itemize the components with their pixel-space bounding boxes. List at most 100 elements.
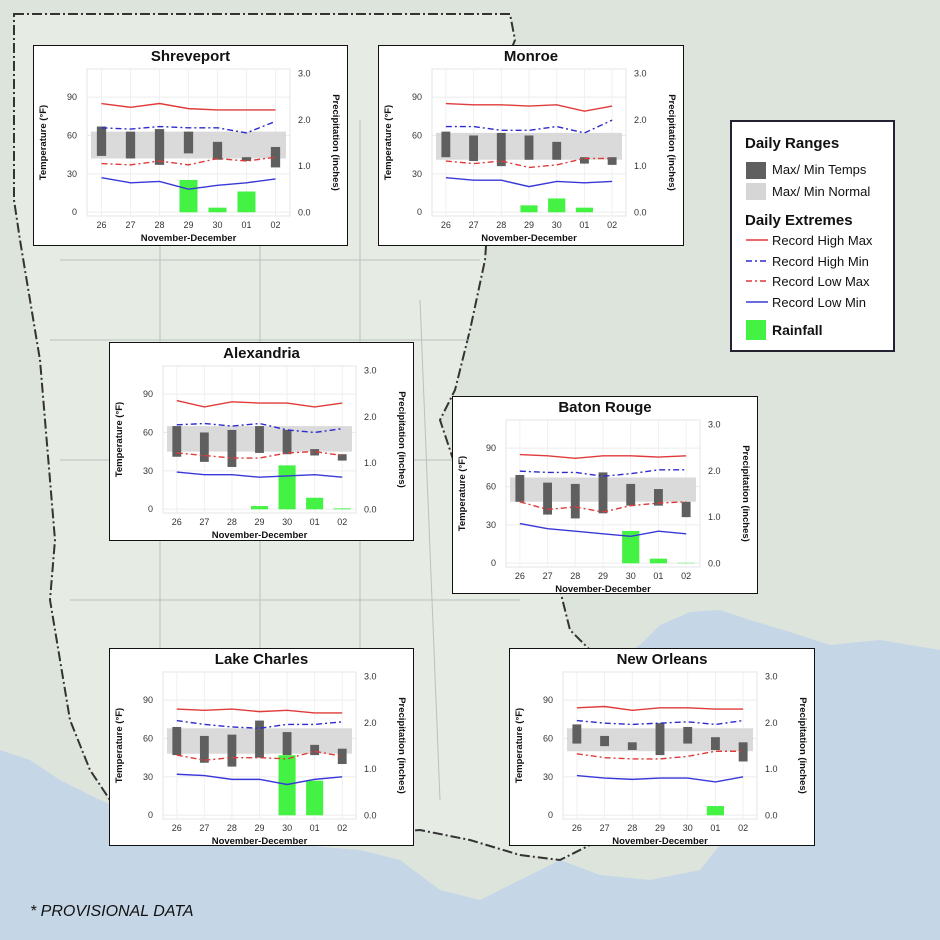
- record-low-max-line: [519, 501, 687, 513]
- station-chart: 0 30 60 90 0.0 1.0 2.0 3.0 26 27 28 29 30 01 02 Novembe…: [514, 671, 808, 845]
- legend-normal-swatch: [746, 183, 766, 200]
- legend-record-high-max-label: Record High Max: [772, 233, 873, 248]
- temp-range-bar: [441, 131, 451, 158]
- record-high-max-line: [576, 705, 744, 712]
- y2-tick-label: 1.0: [765, 764, 778, 774]
- x-tick-label: 02: [337, 517, 347, 527]
- temp-range-bar: [282, 732, 292, 756]
- x-tick-label: 02: [270, 220, 280, 230]
- x-tick-label: 30: [282, 517, 292, 527]
- y2-tick-label: 3.0: [364, 672, 377, 682]
- temp-range-bar: [154, 129, 165, 165]
- x-tick-label: 02: [607, 220, 617, 230]
- y-axis-label: Temperature (°F): [457, 456, 468, 531]
- record-low-min-line: [445, 176, 613, 188]
- station-chart: 0 30 60 90 0.0 1.0 2.0 3.0 26 27 28 29 30 01 02 Novembe…: [114, 671, 407, 845]
- x-tick-label: 29: [524, 220, 534, 230]
- temp-range-bar: [683, 726, 693, 744]
- x-axis-label: November-December: [212, 530, 308, 540]
- rainfall-bar: [306, 780, 324, 816]
- temp-range-bar: [282, 429, 292, 455]
- y-axis-label: Temperature (°F): [514, 708, 525, 783]
- y-tick-label: 0: [72, 207, 77, 217]
- y-tick-label: 60: [486, 481, 496, 491]
- rainfall-bar: [622, 530, 640, 564]
- rainfall-bar: [706, 806, 725, 816]
- y2-tick-label: 0.0: [364, 810, 377, 820]
- temp-range-bar: [579, 157, 589, 164]
- y-tick-label: 60: [543, 733, 553, 743]
- y-tick-label: 0: [148, 810, 153, 820]
- y-tick-label: 90: [67, 92, 77, 102]
- y-tick-label: 90: [143, 389, 153, 399]
- x-tick-label: 27: [469, 220, 479, 230]
- y2-axis-label: Precipitation (inches): [396, 697, 407, 794]
- x-tick-label: 29: [254, 823, 264, 833]
- y2-axis-label: Precipitation (inches): [797, 697, 808, 794]
- station-panel-alexandria: Alexandria 0 30 60 90 0.0 1.0 2.0 3.0 26 27 28 29 30…: [109, 342, 414, 541]
- legend-line-swatches: [746, 239, 768, 303]
- y-tick-label: 30: [412, 169, 422, 179]
- x-tick-label: 26: [572, 823, 582, 833]
- legend-record-low-max-label: Record Low Max: [772, 274, 870, 289]
- y-tick-label: 90: [143, 695, 153, 705]
- y2-tick-label: 0.0: [364, 504, 377, 514]
- y2-tick-label: 0.0: [708, 558, 721, 568]
- x-tick-label: 26: [172, 517, 182, 527]
- y2-tick-label: 2.0: [708, 466, 721, 476]
- station-title: Alexandria: [223, 345, 300, 362]
- temp-range-bar: [255, 720, 264, 758]
- temp-range-bar: [552, 141, 562, 160]
- rainfall-bar: [649, 558, 668, 564]
- legend-normal-label: Max/ Min Normal: [772, 184, 871, 199]
- x-tick-label: 26: [441, 220, 451, 230]
- y2-tick-label: 2.0: [765, 718, 778, 728]
- x-tick-label: 27: [199, 517, 209, 527]
- record-high-min-line: [101, 120, 276, 134]
- x-tick-label: 26: [515, 571, 525, 581]
- record-low-max-line: [445, 157, 613, 169]
- y-tick-label: 90: [543, 695, 553, 705]
- temp-range-bar: [515, 474, 525, 502]
- station-title: Lake Charles: [214, 651, 309, 668]
- temp-range-bar: [496, 132, 506, 167]
- provisional-data-note: * PROVISIONAL DATA: [30, 903, 194, 920]
- temp-range-bar: [199, 432, 209, 462]
- legend-temps-label: Max/ Min Temps: [772, 162, 867, 177]
- y-axis-label: Temperature (°F): [383, 105, 394, 180]
- y2-tick-label: 3.0: [298, 69, 311, 79]
- y-tick-label: 90: [486, 443, 496, 453]
- x-tick-label: 02: [738, 823, 748, 833]
- x-axis-label: November-December: [481, 233, 577, 244]
- x-tick-label: 27: [199, 823, 209, 833]
- x-tick-label: 01: [310, 517, 320, 527]
- y-tick-label: 0: [491, 558, 496, 568]
- y2-tick-label: 0.0: [298, 207, 311, 217]
- y-tick-label: 0: [548, 810, 553, 820]
- temp-range-bar: [710, 737, 720, 750]
- y2-tick-label: 0.0: [634, 207, 647, 217]
- temp-range-bar: [255, 426, 264, 453]
- x-tick-label: 28: [570, 571, 580, 581]
- station-chart: 0 30 60 90 0.0 1.0 2.0 3.0 26 27 28 29 30 01 02 Novembe…: [38, 68, 341, 244]
- temp-range-bar: [570, 483, 580, 519]
- y-tick-label: 30: [143, 772, 153, 782]
- record-high-max-line: [445, 102, 613, 112]
- x-tick-label: 28: [496, 220, 506, 230]
- station-chart: 0 30 60 90 0.0 1.0 2.0 3.0 26 27 28 29 30 01 02 Novembe…: [383, 68, 677, 244]
- x-tick-label: 01: [241, 220, 251, 230]
- x-tick-label: 29: [183, 220, 193, 230]
- temp-range-bar: [310, 449, 320, 456]
- y-tick-label: 60: [412, 130, 422, 140]
- y-tick-label: 60: [143, 733, 153, 743]
- station-chart: 0 30 60 90 0.0 1.0 2.0 3.0 26 27 28 29 30 01 02 Novembe…: [114, 365, 407, 540]
- station-title: Shreveport: [150, 48, 231, 65]
- rainfall-bar: [333, 508, 351, 510]
- x-tick-label: 01: [653, 571, 663, 581]
- y2-axis-label: Precipitation (inches): [330, 94, 341, 191]
- y2-tick-label: 3.0: [634, 69, 647, 79]
- rainfall-bar: [278, 755, 296, 816]
- y2-tick-label: 3.0: [765, 672, 778, 682]
- y2-axis-label: Precipitation (inches): [396, 391, 407, 488]
- record-low-min-line: [519, 522, 687, 538]
